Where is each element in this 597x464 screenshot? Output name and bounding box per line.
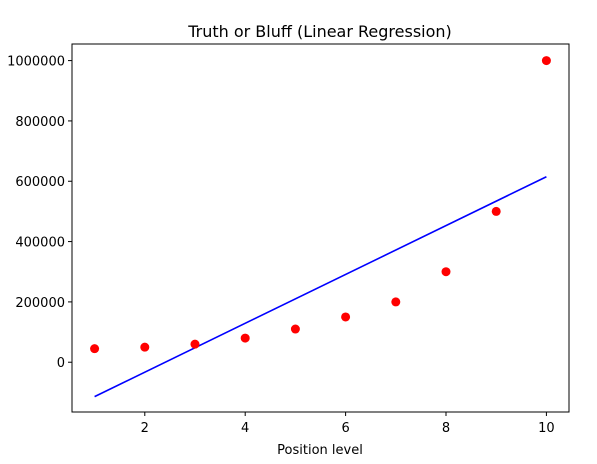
data-point [441,267,451,277]
x-tick-label: 4 [241,421,249,436]
x-axis-label: Position level [277,443,363,458]
data-point [240,333,250,343]
data-point [541,56,551,66]
data-point [90,344,100,354]
y-tick-label: 800000 [15,115,65,130]
x-tick-label: 8 [442,421,450,436]
y-tick-label: 200000 [15,296,65,311]
regression-line [94,176,547,398]
x-tick-label: 6 [341,421,349,436]
x-tick-label: 10 [538,421,555,436]
data-point [341,312,351,322]
data-point [491,206,501,216]
y-tick-label: 0 [57,356,65,371]
data-point [190,339,200,349]
data-point [290,324,300,334]
data-point [391,297,401,307]
y-tick-label: 400000 [15,236,65,251]
data-point [140,342,150,352]
y-tick-label: 1000000 [7,55,65,70]
plot-frame [71,43,570,413]
y-tick-label: 600000 [15,175,65,190]
x-tick-label: 2 [141,421,149,436]
chart-title: Truth or Bluff (Linear Regression) [187,22,452,41]
